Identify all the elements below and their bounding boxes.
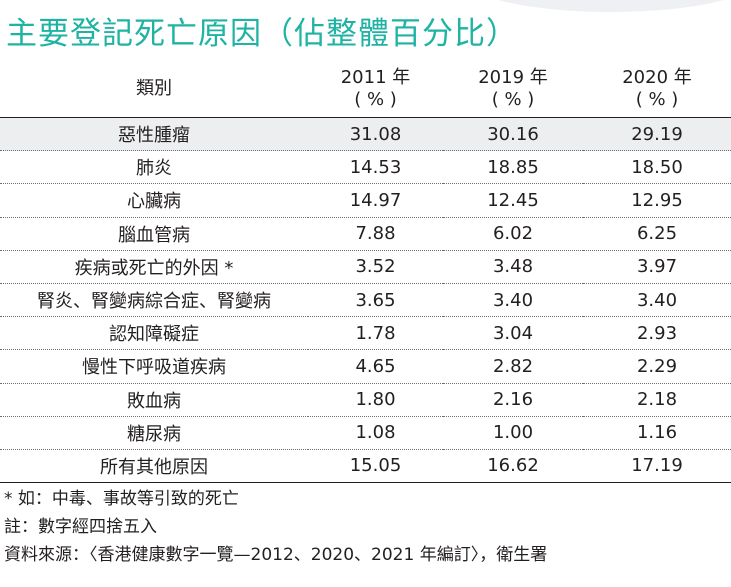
row-value-cell: 2.16 xyxy=(443,383,583,417)
row-value-cell: 18.50 xyxy=(583,150,731,185)
row-category-label: 腎炎、腎變病綜合症、腎變病 xyxy=(0,283,308,318)
row-value-cell: 2.82 xyxy=(443,349,583,384)
row-category-label: 糖尿病 xyxy=(0,416,308,450)
row-value-cell: 1.08 xyxy=(308,416,443,450)
death-causes-table: 類別 2011 年 ( % ) 2019 年 ( % ) 2020 年 ( % … xyxy=(0,60,731,484)
footnotes: * 如：中毒、事故等引致的死亡 註：數字經四捨五入 資料來源：〈香港健康數字一覽… xyxy=(4,485,547,569)
header-unit-label: ( % ) xyxy=(491,88,535,110)
row-category-label: 疾病或死亡的外因 * xyxy=(0,250,308,284)
header-year-2019: 2019 年 ( % ) xyxy=(443,60,583,118)
row-value-cell: 4.65 xyxy=(308,349,443,384)
row-category-label: 惡性腫瘤 xyxy=(0,117,308,152)
table-row: 認知障礙症 1.78 3.04 2.93 xyxy=(0,316,731,351)
row-category-label: 認知障礙症 xyxy=(0,316,308,351)
row-value-cell: 1.78 xyxy=(308,316,443,351)
corner-decoration xyxy=(461,0,731,12)
table-row: 敗血病 1.80 2.16 2.18 xyxy=(0,383,731,417)
table-row: 肺炎 14.53 18.85 18.50 xyxy=(0,150,731,185)
chart-title: 主要登記死亡原因（佔整體百分比） xyxy=(6,16,518,52)
header-year-label: 2011 年 xyxy=(340,66,411,88)
row-value-cell: 30.16 xyxy=(443,117,583,152)
row-value-cell: 2.29 xyxy=(583,349,731,384)
row-category-label: 所有其他原因 xyxy=(0,449,308,484)
table-row: 腦血管病 7.88 6.02 6.25 xyxy=(0,217,731,251)
row-value-cell: 3.65 xyxy=(308,283,443,318)
row-value-cell: 3.52 xyxy=(308,250,443,284)
row-category-label: 心臟病 xyxy=(0,183,308,218)
header-unit-label: ( % ) xyxy=(635,88,679,110)
row-value-cell: 7.88 xyxy=(308,217,443,251)
row-value-cell: 3.04 xyxy=(443,316,583,351)
header-year-2011: 2011 年 ( % ) xyxy=(308,60,443,118)
row-value-cell: 3.97 xyxy=(583,250,731,284)
footnote-asterisk: * 如：中毒、事故等引致的死亡 xyxy=(4,489,239,509)
table-row: 所有其他原因 15.05 16.62 17.19 xyxy=(0,449,731,484)
row-value-cell: 14.97 xyxy=(308,183,443,218)
row-value-cell: 1.00 xyxy=(443,416,583,450)
header-year-label: 2019 年 xyxy=(478,66,548,88)
row-value-cell: 3.40 xyxy=(443,283,583,318)
table-row: 慢性下呼吸道疾病 4.65 2.82 2.29 xyxy=(0,349,731,384)
table-row: 腎炎、腎變病綜合症、腎變病 3.65 3.40 3.40 xyxy=(0,283,731,318)
table-body: 惡性腫瘤 31.08 30.16 29.19 肺炎 14.53 18.85 18.50 心臟病 1… xyxy=(0,117,731,484)
footnote-rounding: 註：數字經四捨五入 xyxy=(4,517,157,537)
footnote-source: 資料來源：〈香港健康數字一覽—2012、2020、2021 年編訂〉，衛生署 xyxy=(4,545,548,565)
row-value-cell: 1.16 xyxy=(583,416,731,450)
row-value-cell: 12.45 xyxy=(443,183,583,218)
row-value-cell: 14.53 xyxy=(308,150,443,185)
row-value-cell: 29.19 xyxy=(583,117,731,152)
table-row: 惡性腫瘤 31.08 30.16 29.19 xyxy=(0,117,731,152)
header-category: 類別 xyxy=(136,77,172,99)
header-year-2020: 2020 年 ( % ) xyxy=(583,60,731,118)
row-category-label: 慢性下呼吸道疾病 xyxy=(0,349,308,384)
row-value-cell: 2.18 xyxy=(583,383,731,417)
table-row: 疾病或死亡的外因 * 3.52 3.48 3.97 xyxy=(0,250,731,284)
row-value-cell: 6.02 xyxy=(443,217,583,251)
row-value-cell: 2.93 xyxy=(583,316,731,351)
header-unit-label: ( % ) xyxy=(354,88,397,110)
row-value-cell: 6.25 xyxy=(583,217,731,251)
row-value-cell: 17.19 xyxy=(583,449,731,484)
row-value-cell: 31.08 xyxy=(308,117,443,152)
row-category-label: 腦血管病 xyxy=(0,217,308,251)
header-row: 類別 2011 年 ( % ) 2019 年 ( % ) 2020 年 ( % … xyxy=(0,60,731,118)
row-value-cell: 15.05 xyxy=(308,449,443,484)
row-value-cell: 3.48 xyxy=(443,250,583,284)
row-value-cell: 1.80 xyxy=(308,383,443,417)
header-year-label: 2020 年 xyxy=(622,66,692,88)
row-category-label: 敗血病 xyxy=(0,383,308,417)
row-category-label: 肺炎 xyxy=(0,150,308,185)
row-value-cell: 12.95 xyxy=(583,183,731,218)
row-value-cell: 16.62 xyxy=(443,449,583,484)
table-row: 糖尿病 1.08 1.00 1.16 xyxy=(0,416,731,450)
row-value-cell: 3.40 xyxy=(583,283,731,318)
table-row: 心臟病 14.97 12.45 12.95 xyxy=(0,183,731,218)
row-value-cell: 18.85 xyxy=(443,150,583,185)
